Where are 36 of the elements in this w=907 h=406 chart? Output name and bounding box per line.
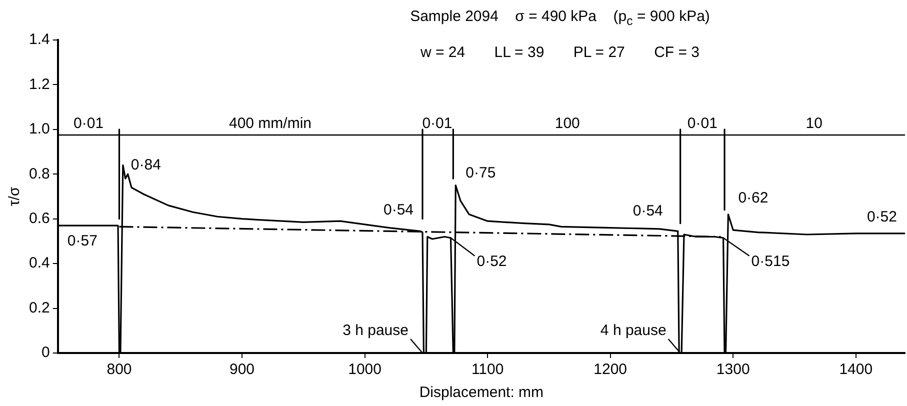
x-tick-label: 1400 — [839, 361, 873, 378]
y-tick-label: 0.6 — [28, 210, 50, 227]
annotation: 0·01 — [74, 115, 104, 132]
x-tick-label: 1000 — [348, 361, 382, 378]
annotation: 0·57 — [67, 232, 98, 250]
annotation: 0·54 — [383, 201, 414, 218]
annotation: 3 h pause — [342, 322, 408, 340]
y-tick-label: 0.8 — [28, 165, 50, 182]
annotation: 400 mm/min — [228, 115, 312, 132]
annotation: 4 h pause — [600, 322, 666, 340]
y-tick-label: 1.0 — [28, 120, 50, 138]
y-tick-label: 1.2 — [28, 76, 50, 93]
y-tick-label: 1.4 — [28, 31, 50, 48]
annotation: 0·515 — [751, 253, 790, 270]
annotation: 0·62 — [738, 190, 768, 207]
annotation: 10 — [806, 115, 822, 132]
chart-title: Sample 2094 σ = 490 kPa (p$_{c}$ = 900 kPa) — [409, 8, 711, 28]
annotation: 0·75 — [466, 164, 496, 182]
x-tick-label: 800 — [106, 361, 132, 378]
chart-subtitle: w = 24 LL = 39 PL = 27 CF = 3 — [419, 44, 701, 61]
x-tick-label: 1200 — [594, 361, 628, 378]
annotation: 0·54 — [632, 202, 663, 220]
annotation: 0·01 — [422, 115, 452, 132]
x-tick-label: 900 — [230, 361, 255, 378]
annotation: 0·52 — [476, 253, 507, 270]
x-axis-title: Displacement: mm — [419, 384, 544, 402]
y-tick-label: 0.2 — [28, 299, 50, 316]
x-tick-label: 1100 — [471, 361, 504, 378]
y-tick-label: 0 — [42, 344, 50, 362]
y-tick-label: 0.4 — [28, 254, 50, 272]
annotation: 0·01 — [687, 115, 718, 132]
annotation: 100 — [554, 115, 580, 132]
x-tick-label: 1300 — [716, 361, 750, 378]
annotation: 0·84 — [130, 156, 161, 174]
annotation: 0·52 — [866, 208, 897, 226]
y-axis-title: τ/σ — [6, 186, 24, 206]
